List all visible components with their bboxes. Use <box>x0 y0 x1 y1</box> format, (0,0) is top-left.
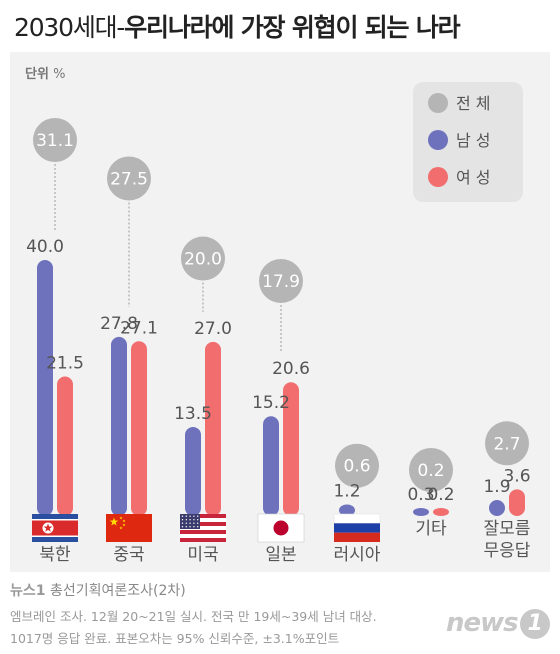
male-bar-2 <box>185 426 201 516</box>
female-bar-2 <box>205 341 221 516</box>
category-group-3 <box>257 258 305 543</box>
legend-swatch-0 <box>428 93 448 113</box>
source-brand: 뉴스1 <box>10 583 46 599</box>
female-bar-1 <box>131 341 147 516</box>
unit-value: % <box>53 67 66 82</box>
category-label-5: 기타 <box>415 519 447 539</box>
total-value-label-0: 31.1 <box>36 131 74 151</box>
legend-label-2: 여 성 <box>456 168 491 187</box>
male-bar-6 <box>489 500 505 516</box>
logo-text: news <box>446 608 519 638</box>
unit-label: 단위 % <box>25 63 65 82</box>
male-value-label-6: 1.9 <box>483 477 510 497</box>
category-group-5 <box>409 448 453 516</box>
category-label-1: 중국 <box>113 545 144 565</box>
category-group-4 <box>333 443 381 542</box>
total-bubble-1 <box>107 156 151 201</box>
male-value-label-4: 1.2 <box>333 481 360 501</box>
category-group-1 <box>106 156 152 542</box>
male-bar-4 <box>339 504 355 516</box>
male-value-label-0: 40.0 <box>26 237 64 257</box>
category-label-4: 러시아 <box>334 545 381 565</box>
legend-swatch-2 <box>428 167 448 187</box>
female-value-label-2: 27.0 <box>194 319 232 339</box>
north-korea-flag <box>32 514 78 542</box>
total-bubble-6 <box>485 421 529 466</box>
legend-label-1: 남 성 <box>456 131 491 150</box>
female-value-label-5: 0.2 <box>427 485 454 505</box>
footnote-line-1: 엠브레인 조사. 12월 20~21일 실시. 전국 만 19세~39세 남녀 … <box>10 609 377 624</box>
source-name: 총선기획여론조사(2차) <box>45 583 186 599</box>
male-bar-1 <box>111 336 127 516</box>
china-flag <box>106 514 152 542</box>
unit-text: 단위 <box>25 67 49 82</box>
category-group-0 <box>32 118 78 542</box>
female-value-label-3: 20.6 <box>272 359 310 379</box>
male-value-label-2: 13.5 <box>174 404 212 424</box>
male-value-label-1: 27.8 <box>100 314 138 334</box>
legend-swatch-1 <box>428 130 448 150</box>
female-bar-6 <box>509 489 525 516</box>
footnote-line-2: 1017명 응답 완료. 표본오차는 95% 신뢰수준, ±3.1%포인트 <box>10 631 340 646</box>
female-value-label-0: 21.5 <box>46 354 84 374</box>
total-value-label-1: 27.5 <box>110 169 148 189</box>
total-bubble-5 <box>409 448 453 492</box>
male-bar-3 <box>263 416 279 516</box>
total-value-label-3: 17.9 <box>262 272 300 292</box>
legend <box>413 82 523 202</box>
male-value-label-5: 0.3 <box>407 485 434 505</box>
category-label-6-line-1: 무응답 <box>484 541 531 561</box>
total-bubble-4 <box>335 443 379 488</box>
category-label-2: 미국 <box>187 545 218 565</box>
female-value-label-1: 27.1 <box>120 318 158 338</box>
female-bar-5 <box>433 508 449 516</box>
male-bar-0 <box>37 260 53 516</box>
total-value-label-5: 0.2 <box>417 461 444 481</box>
category-group-6 <box>485 421 529 516</box>
male-value-label-3: 15.2 <box>252 393 290 413</box>
total-bubble-2 <box>181 236 225 281</box>
female-value-label-6: 3.6 <box>503 466 530 486</box>
title-main: 우리나라에 가장 위협이 되는 나라 <box>124 13 460 42</box>
total-bubble-0 <box>33 118 77 162</box>
chart-title: 2030세대-우리나라에 가장 위협이 되는 나라 <box>14 8 461 44</box>
title-prefix: 2030세대- <box>14 13 125 42</box>
female-bar-3 <box>283 382 299 516</box>
japan-flag <box>257 513 305 543</box>
total-value-label-6: 2.7 <box>493 434 520 454</box>
total-bubble-3 <box>259 258 303 303</box>
legend-label-0: 전 체 <box>456 94 491 113</box>
category-label-0: 북한 <box>39 545 71 565</box>
total-value-label-4: 0.6 <box>343 457 370 477</box>
source-line: 뉴스1 총선기획여론조사(2차) <box>10 580 186 600</box>
usa-flag <box>180 514 226 542</box>
russia-flag <box>333 513 381 542</box>
female-bar-0 <box>57 376 73 516</box>
news1-logo: news 1 <box>446 608 550 639</box>
category-group-2 <box>180 236 226 542</box>
logo-mark: 1 <box>519 608 550 639</box>
category-label-6-line-0: 잘모름 <box>484 519 531 539</box>
male-bar-5 <box>413 508 429 516</box>
total-value-label-2: 20.0 <box>184 250 222 270</box>
category-label-3: 일본 <box>265 545 296 565</box>
